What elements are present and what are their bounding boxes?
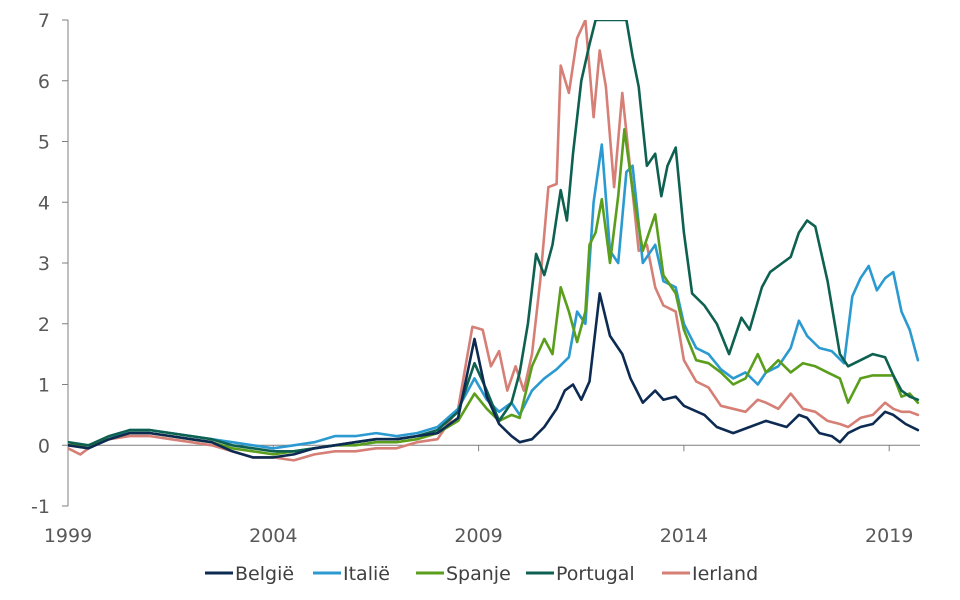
x-tick-label: 2009 <box>454 525 502 547</box>
x-tick-label: 2004 <box>249 525 297 547</box>
y-tick-label: -1 <box>31 496 50 518</box>
series-line-ierland <box>68 20 920 462</box>
axes <box>67 20 920 506</box>
x-axis-tick-labels: 1999 2004 2009 2014 2019 <box>44 445 913 547</box>
series-line-italië <box>68 143 920 450</box>
legend-label-italië: Italië <box>343 563 390 585</box>
y-tick-label: 4 <box>38 192 50 214</box>
y-axis-tick-labels: -1 0 1 2 3 4 5 6 7 <box>31 10 68 518</box>
series-line-belgië <box>68 292 920 459</box>
x-tick-label: 1999 <box>44 525 92 547</box>
legend-label-ierland: Ierland <box>692 563 758 585</box>
x-tick-label: 2019 <box>865 525 913 547</box>
legend-label-spanje: Spanje <box>446 563 511 585</box>
series-line-portugal <box>68 20 920 453</box>
y-tick-label: 0 <box>38 435 50 457</box>
y-tick-label: 3 <box>38 253 50 275</box>
y-tick-label: 2 <box>38 314 50 336</box>
plot-area <box>68 20 920 462</box>
legend: België Italië Spanje Portugal Ierland <box>205 563 758 585</box>
y-tick-label: 6 <box>38 71 50 93</box>
x-tick-label: 2014 <box>660 525 708 547</box>
y-tick-label: 1 <box>38 375 50 397</box>
legend-label-belgië: België <box>235 563 294 585</box>
legend-label-portugal: Portugal <box>556 563 635 585</box>
y-tick-label: 7 <box>38 10 50 32</box>
y-tick-label: 5 <box>38 132 50 154</box>
